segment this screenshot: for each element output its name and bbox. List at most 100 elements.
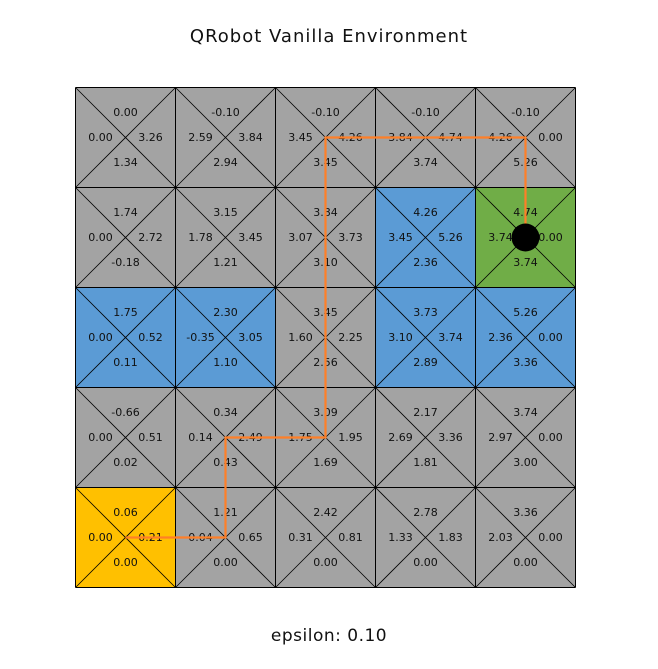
cell-diagonal <box>75 187 176 288</box>
path-layer <box>125 136 527 539</box>
q-value-left: -0.35 <box>186 331 214 344</box>
robot-marker <box>511 223 540 252</box>
q-value-down: 0.11 <box>113 356 138 369</box>
q-value-right: 0.00 <box>538 331 563 344</box>
cell-diagonal <box>75 387 176 488</box>
q-value-left: 0.00 <box>88 531 113 544</box>
q-value-down: 0.00 <box>213 556 238 569</box>
q-value-left: 0.00 <box>88 431 113 444</box>
q-value-left: 1.78 <box>188 231 213 244</box>
q-value-right: 1.95 <box>338 431 363 444</box>
q-value-up: 5.26 <box>513 306 538 319</box>
cell-diagonal <box>75 87 176 188</box>
q-value-up: 3.36 <box>513 506 538 519</box>
q-value-left: 3.74 <box>488 231 513 244</box>
q-value-left: 2.69 <box>388 431 413 444</box>
cell-diagonal <box>275 487 376 588</box>
q-value-down: -0.18 <box>111 256 139 269</box>
q-value-down: 0.02 <box>113 456 138 469</box>
q-value-left: 3.07 <box>288 231 313 244</box>
q-value-up: -0.10 <box>411 106 439 119</box>
q-value-right: 0.65 <box>238 531 263 544</box>
q-value-right: 0.00 <box>538 531 563 544</box>
q-value-up: 1.75 <box>113 306 138 319</box>
q-value-right: 3.74 <box>438 331 463 344</box>
q-value-right: 3.73 <box>338 231 363 244</box>
q-value-up: 4.26 <box>413 206 438 219</box>
agent-path <box>125 136 527 539</box>
q-value-right: 0.00 <box>538 431 563 444</box>
q-value-down: 3.74 <box>513 256 538 269</box>
q-value-down: 3.00 <box>513 456 538 469</box>
q-value-right: 3.84 <box>238 131 263 144</box>
q-value-up: 0.06 <box>113 506 138 519</box>
q-value-down: 1.10 <box>213 356 238 369</box>
epsilon-label: epsilon: 0.10 <box>270 626 388 646</box>
q-value-right: 2.72 <box>138 231 163 244</box>
q-value-right: 0.00 <box>538 231 563 244</box>
q-value-down: 1.69 <box>313 456 338 469</box>
q-value-left: 3.45 <box>388 231 413 244</box>
q-value-left: 1.60 <box>288 331 313 344</box>
q-value-up: -0.66 <box>111 406 139 419</box>
q-value-right: 3.05 <box>238 331 263 344</box>
cell-diagonal <box>475 387 576 488</box>
q-value-left: 2.03 <box>488 531 513 544</box>
q-value-up: 1.74 <box>113 206 138 219</box>
q-value-down: 0.00 <box>113 556 138 569</box>
cell-diagonal <box>175 87 276 188</box>
cell-diagonal <box>475 287 576 388</box>
q-value-left: 1.33 <box>388 531 413 544</box>
q-value-down: 1.21 <box>213 256 238 269</box>
q-value-down: 1.34 <box>113 156 138 169</box>
q-value-up: 2.30 <box>213 306 238 319</box>
q-value-left: 0.00 <box>88 331 113 344</box>
cell-diagonal <box>175 287 276 388</box>
q-value-up: 0.00 <box>113 106 138 119</box>
q-value-left: 0.00 <box>88 131 113 144</box>
q-value-up: -0.10 <box>511 106 539 119</box>
robot-layer <box>511 223 540 252</box>
q-value-right: 5.26 <box>438 231 463 244</box>
q-value-left: 3.45 <box>288 131 313 144</box>
cell-diagonal <box>475 487 576 588</box>
cell-diagonal <box>75 287 176 388</box>
cell-diagonal <box>375 287 476 388</box>
q-value-down: 0.00 <box>413 556 438 569</box>
q-value-left: 2.59 <box>188 131 213 144</box>
q-value-right: 3.26 <box>138 131 163 144</box>
q-value-left: 2.97 <box>488 431 513 444</box>
q-value-down: 2.36 <box>413 256 438 269</box>
q-value-up: 3.73 <box>413 306 438 319</box>
page-title: QRobot Vanilla Environment <box>189 26 469 47</box>
cell-diagonal <box>175 187 276 288</box>
q-value-up: -0.10 <box>211 106 239 119</box>
q-value-up: 2.42 <box>313 506 338 519</box>
q-value-up: 3.15 <box>213 206 238 219</box>
q-value-up: 2.78 <box>413 506 438 519</box>
q-value-left: 3.10 <box>388 331 413 344</box>
q-value-left: 0.14 <box>188 431 213 444</box>
q-value-right: 0.81 <box>338 531 363 544</box>
q-value-down: 3.36 <box>513 356 538 369</box>
q-value-right: 0.51 <box>138 431 163 444</box>
q-value-right: 3.45 <box>238 231 263 244</box>
q-value-down: 2.94 <box>213 156 238 169</box>
q-value-right: 0.00 <box>538 131 563 144</box>
q-value-down: 3.74 <box>413 156 438 169</box>
cell-diagonal <box>375 487 476 588</box>
q-value-right: 1.83 <box>438 531 463 544</box>
q-value-up: 0.34 <box>213 406 238 419</box>
q-value-left: 0.31 <box>288 531 313 544</box>
q-value-right: 0.52 <box>138 331 163 344</box>
cell-diagonal <box>375 187 476 288</box>
q-value-up: 2.17 <box>413 406 438 419</box>
q-value-up: -0.10 <box>311 106 339 119</box>
q-value-up: 3.74 <box>513 406 538 419</box>
q-value-down: 1.81 <box>413 456 438 469</box>
q-value-down: 0.00 <box>513 556 538 569</box>
q-values-layer: 0.000.00 3.261.34-0.102.59 3.842.94-0.103.… <box>88 106 563 569</box>
q-value-left: 2.36 <box>488 331 513 344</box>
q-value-right: 2.25 <box>338 331 363 344</box>
